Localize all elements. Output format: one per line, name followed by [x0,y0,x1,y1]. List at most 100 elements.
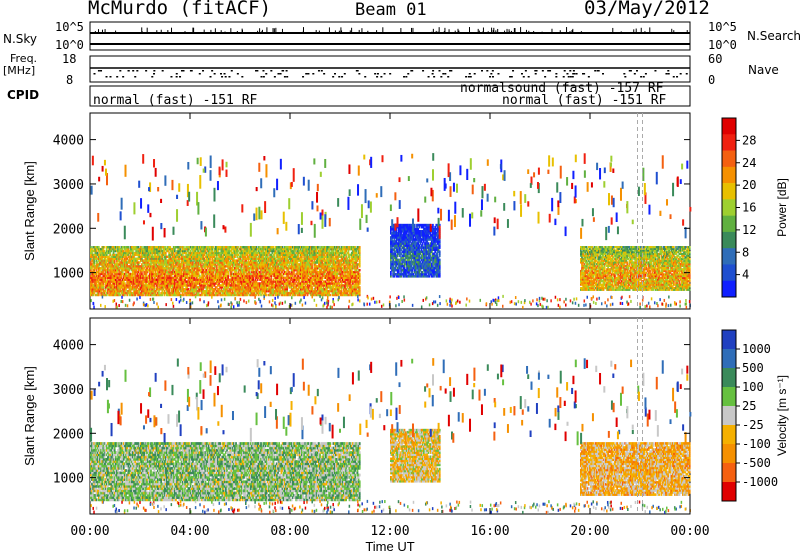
heatmap-cell [202,282,205,285]
heatmap-cell [97,259,100,262]
nave-dot [341,76,344,78]
heatmap-cell [235,246,237,249]
heatmap-cell [200,289,202,293]
heatmap-cell [173,249,176,253]
heatmap-cell [103,261,106,264]
heatmap-cell [93,276,96,280]
heatmap-cell [214,246,217,249]
heatmap-cell [137,261,140,264]
heatmap-cell [170,278,173,281]
heatmap-cell [247,259,250,262]
heatmap-cell [255,263,258,266]
heatmap-cell [143,267,146,270]
heatmap-cell [186,276,189,280]
heatmap-cell [223,288,226,291]
heatmap-cell [117,255,119,258]
heatmap-cell [211,286,214,289]
nave-dot [182,70,185,72]
heatmap-cell [239,293,242,297]
heatmap-cell [226,274,228,278]
heatmap-cell [127,255,130,258]
heatmap-cell [195,267,198,270]
heatmap-cell [221,246,224,249]
heatmap-cell [113,247,116,251]
heatmap-cell [141,286,143,289]
heatmap-cell [183,263,185,266]
heatmap-cell [261,246,264,249]
heatmap-cell [228,253,231,257]
heatmap-cell [230,293,233,297]
heatmap-cell [217,268,219,272]
heatmap-cell [230,267,233,270]
heatmap-cell [131,291,134,295]
heatmap-cell [211,278,214,281]
heatmap-cell [156,246,159,249]
heatmap-cell [200,263,202,266]
heatmap-cell [203,267,206,270]
heatmap-cell [234,251,236,255]
heatmap-cell [238,272,241,276]
heatmap-cell [229,274,232,278]
heatmap-cell [218,291,220,295]
heatmap-cell [158,293,160,297]
heatmap-cell [226,246,228,249]
heatmap-cell [187,270,190,274]
heatmap-cell [121,247,124,251]
heatmap-cell [212,284,215,287]
heatmap-cell [148,288,151,291]
heatmap-cell [266,247,269,251]
heatmap-cell [170,272,173,276]
heatmap-cell [119,293,122,297]
heatmap-cell [170,293,173,297]
heatmap-cell [96,286,99,289]
heatmap-cell [111,272,114,276]
heatmap-cell [111,286,114,289]
heatmap-cell [175,246,177,249]
heatmap-cell [179,268,182,272]
heatmap-cell [238,280,241,283]
heatmap-cell [100,289,102,293]
heatmap-cell [150,261,152,264]
heatmap-cell [102,268,105,272]
heatmap-cell [173,278,176,281]
heatmap-cell [185,268,188,272]
heatmap-cell [244,263,247,266]
heatmap-cell [220,276,223,280]
heatmap-cell [108,261,110,264]
heatmap-cell [114,265,117,268]
heatmap-cell [228,278,231,281]
heatmap-cell [198,282,201,285]
heatmap-cell [186,274,189,278]
heatmap-cell [108,265,110,268]
heatmap-cell [93,268,96,272]
heatmap-cell [251,289,253,293]
heatmap-cell [234,293,236,297]
heatmap-cell [153,268,156,272]
heatmap-cell [175,289,177,293]
heatmap-cell [135,261,138,264]
heatmap-cell [232,255,235,258]
heatmap-cell [113,278,116,281]
heatmap-cell [152,261,155,264]
heatmap-cell [102,293,105,297]
heatmap-cell [110,261,113,264]
heatmap-cell [91,255,93,258]
heatmap-cell [183,268,185,272]
heatmap-cell [237,270,240,274]
heatmap-cell [217,253,219,257]
heatmap-cell [131,282,134,285]
heatmap-cell [179,251,182,255]
heatmap-cell [147,274,150,278]
heatmap-cell [211,276,214,280]
heatmap-cell [265,259,268,262]
heatmap-cell [185,293,188,297]
heatmap-cell [134,259,136,262]
heatmap-cell [212,272,215,276]
heatmap-cell [118,291,121,295]
nave-dot [628,70,631,72]
heatmap-cell [169,291,172,295]
heatmap-cell [213,280,216,283]
heatmap-cell [102,286,105,289]
heatmap-cell [209,293,211,297]
heatmap-cell [113,249,116,253]
